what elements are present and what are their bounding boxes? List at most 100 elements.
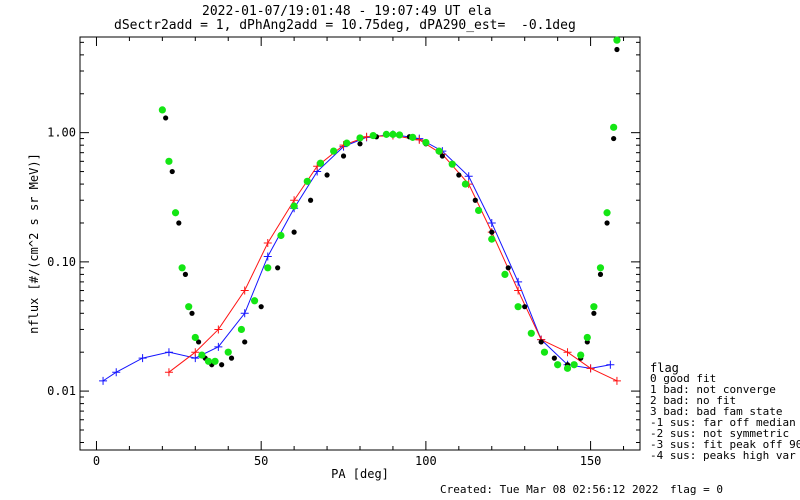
data-point: [570, 361, 578, 369]
data-point: [487, 218, 496, 227]
data-point: [577, 351, 585, 359]
data-point: [472, 197, 478, 203]
data-point: [551, 355, 557, 361]
data-point: [307, 197, 314, 203]
data-point: [505, 265, 511, 271]
y-tick-label: 0.01: [47, 384, 76, 398]
data-point: [474, 206, 483, 215]
data-point: [171, 209, 180, 217]
data-point: [224, 348, 232, 356]
series-line: [168, 135, 618, 382]
data-point: [178, 264, 186, 272]
data-point: [590, 303, 598, 311]
data-point: [613, 36, 621, 44]
series-2: [163, 46, 620, 368]
data-point: [237, 325, 246, 334]
data-point: [489, 229, 495, 235]
data-point: [240, 309, 249, 318]
data-point: [527, 329, 535, 337]
data-point: [501, 270, 509, 278]
y-tick-label: 0.10: [47, 255, 76, 269]
data-point: [604, 220, 610, 226]
data-point: [169, 168, 175, 175]
data-point: [611, 135, 617, 142]
data-point: [563, 364, 572, 372]
data-point: [597, 271, 604, 277]
data-point: [214, 342, 223, 351]
data-point: [362, 132, 371, 141]
data-point: [422, 138, 430, 147]
data-point: [291, 229, 297, 235]
data-point: [138, 354, 147, 363]
data-point: [240, 286, 249, 295]
data-point: [591, 310, 597, 316]
data-point: [164, 348, 173, 357]
series-1: [164, 131, 621, 385]
x-tick-label: 50: [254, 454, 268, 468]
data-point: [277, 231, 285, 240]
data-point: [275, 265, 281, 271]
chart-title-line-2: dSectr2add = 1, dPhAng2add = 10.75deg, d…: [114, 18, 576, 33]
data-point: [395, 131, 404, 139]
data-point: [164, 368, 173, 377]
y-tick-label: 1.00: [47, 126, 76, 140]
series-3: [158, 36, 621, 372]
data-point: [340, 153, 347, 159]
data-point: [263, 252, 272, 261]
data-point: [461, 180, 470, 188]
data-point: [586, 364, 595, 373]
data-point: [514, 286, 523, 295]
data-point: [290, 202, 298, 210]
data-point: [324, 172, 330, 178]
data-point: [514, 303, 522, 311]
legend-item: -4 sus: peaks high var: [650, 449, 796, 462]
series-line: [102, 133, 611, 382]
data-point: [219, 362, 225, 368]
data-point: [448, 160, 456, 168]
data-point: [264, 264, 272, 272]
data-point: [316, 159, 325, 167]
data-point: [258, 304, 264, 310]
data-point: [522, 304, 528, 310]
data-point: [382, 130, 390, 138]
data-point: [176, 220, 182, 226]
data-point: [263, 238, 272, 247]
data-point: [409, 133, 417, 141]
data-point: [189, 310, 195, 316]
legend-item: 2 bad: no fit: [650, 394, 737, 407]
data-point: [488, 235, 496, 243]
data-point: [389, 130, 397, 138]
x-tick-label: 150: [580, 454, 602, 468]
x-axis-label: PA [deg]: [331, 467, 389, 481]
data-point: [614, 46, 620, 53]
data-point: [563, 348, 572, 357]
data-point: [191, 333, 199, 342]
data-point: [182, 271, 189, 277]
data-point: [185, 303, 193, 311]
data-point: [357, 141, 363, 147]
data-point: [303, 177, 311, 185]
data-point: [538, 339, 544, 345]
data-point: [242, 339, 248, 345]
data-point: [415, 135, 424, 144]
data-point: [198, 351, 206, 359]
data-point: [214, 325, 223, 334]
data-point: [195, 339, 202, 345]
data-point: [596, 264, 605, 272]
data-point: [540, 348, 549, 356]
data-point: [464, 172, 473, 181]
plot-frame: [79, 36, 641, 451]
footer-created: Created: Tue Mar 08 02:56:12 2022: [440, 483, 659, 496]
data-point: [250, 297, 259, 305]
y-axis-label: nflux [#/(cm^2 s sr MeV)]: [27, 153, 41, 334]
data-point: [191, 348, 200, 357]
footer-flag: flag = 0: [670, 483, 723, 496]
legend-title: flag: [650, 361, 679, 375]
data-point: [514, 277, 523, 286]
legend-item: 0 good fit: [650, 372, 717, 385]
data-point: [606, 360, 615, 369]
data-point: [163, 115, 169, 121]
data-point: [343, 139, 351, 147]
